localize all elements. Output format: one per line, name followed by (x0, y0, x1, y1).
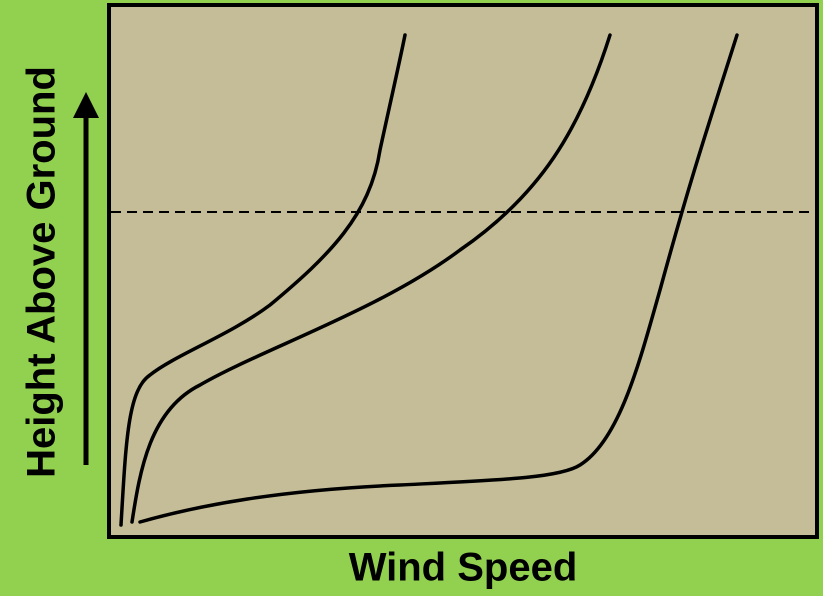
x-axis-label: Wind Speed (349, 546, 578, 590)
y-axis-label: Height Above Ground (20, 66, 64, 478)
plot-area (107, 3, 819, 539)
profile-curve (119, 33, 407, 527)
profile-curve (130, 33, 612, 524)
y-arrow-head (73, 92, 99, 118)
profile-curve (138, 33, 739, 524)
